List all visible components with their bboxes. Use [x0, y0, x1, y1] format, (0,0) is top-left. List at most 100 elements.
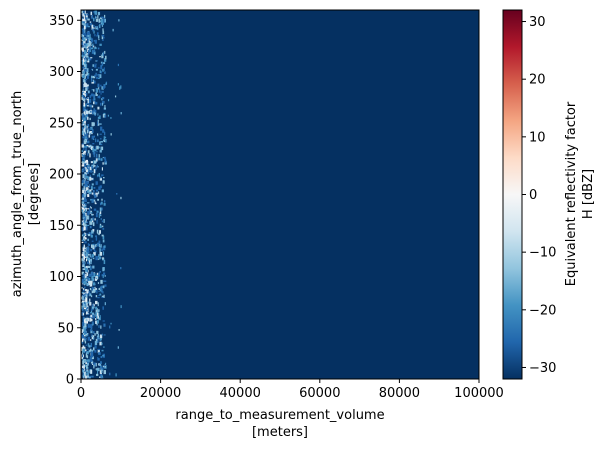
echo-cell [87, 208, 89, 210]
echo-cell [99, 115, 101, 120]
echo-cell [95, 153, 98, 158]
echo-cell [96, 219, 98, 224]
y-tick-label: 100 [49, 270, 74, 285]
echo-cell [97, 116, 101, 119]
echo-cell [84, 165, 87, 169]
echo-cell [82, 199, 85, 202]
echo-cell [83, 27, 85, 32]
echo-cell [84, 266, 87, 269]
echo-cell [86, 137, 89, 140]
echo-cell [96, 210, 99, 213]
echo-cell [82, 330, 84, 332]
echo-cell [90, 131, 93, 134]
echo-cell [83, 337, 86, 339]
echo-cell [82, 374, 85, 376]
echo-cell [81, 301, 84, 304]
echo-cell [85, 88, 88, 92]
echo-cell [95, 318, 97, 320]
echo-cell [84, 212, 87, 216]
echo-cell [96, 76, 98, 79]
echo-cell [92, 148, 95, 153]
echo-cell [95, 244, 97, 247]
echo-cell [97, 336, 99, 341]
echo-cell [94, 349, 97, 353]
echo-cell [97, 333, 100, 337]
echo-cell [90, 207, 92, 209]
echo-cell [101, 23, 104, 27]
echo-cell [117, 83, 119, 86]
echo-cell [104, 18, 106, 23]
echo-cell [100, 365, 103, 369]
echo-cell [84, 203, 87, 206]
echo-cell [91, 68, 93, 71]
echo-cell [101, 189, 104, 193]
echo-cell [86, 364, 88, 369]
echo-cell [90, 161, 93, 164]
echo-cell [81, 234, 84, 237]
echo-cell [90, 178, 94, 180]
echo-cell [85, 351, 88, 353]
plot-area [80, 9, 480, 380]
echo-cell [86, 84, 89, 87]
echo-cell [92, 17, 95, 22]
echo-cell [96, 121, 99, 126]
echo-cell [97, 123, 100, 126]
echo-cell [83, 372, 85, 376]
echo-cell [88, 281, 91, 286]
echo-cell [91, 219, 94, 223]
echo-cell [116, 192, 118, 195]
echo-cell [88, 349, 91, 353]
echo-cell [98, 288, 101, 291]
colorbar-tick-label: 0 [529, 188, 537, 203]
echo-cell [90, 171, 92, 173]
echo-cell [82, 127, 85, 130]
echo-cell [87, 343, 90, 347]
echo-cell [81, 222, 83, 224]
echo-cell [92, 50, 94, 53]
echo-cell [87, 58, 90, 63]
echo-cell [88, 377, 90, 379]
echo-cell [81, 347, 84, 352]
echo-cell [91, 349, 94, 353]
echo-cell [110, 117, 112, 119]
echo-cell [86, 75, 89, 79]
echo-cell [85, 279, 88, 281]
echo-cell [89, 225, 92, 229]
echo-cell [84, 124, 87, 128]
echo-cell [83, 75, 86, 79]
echo-cell [81, 223, 84, 226]
echo-cell [89, 128, 92, 130]
echo-cell [88, 291, 91, 294]
echo-cell [103, 294, 105, 298]
echo-cell [93, 169, 96, 174]
echo-cell [87, 86, 89, 90]
echo-cell [87, 238, 89, 241]
echo-cell [97, 232, 99, 235]
echo-cell [102, 246, 106, 251]
echo-cell [87, 351, 89, 353]
echo-cell [91, 356, 94, 360]
echo-cell [81, 308, 85, 310]
echo-cell [100, 361, 102, 364]
echo-cell [82, 188, 85, 190]
echo-cell [105, 55, 107, 60]
echo-cell [99, 230, 101, 234]
echo-cell [85, 217, 88, 220]
echo-cell [97, 198, 100, 201]
echo-cell [93, 101, 95, 105]
echo-cell [81, 180, 84, 184]
echo-cell [96, 330, 99, 335]
echo-cell [91, 122, 94, 127]
echo-cell [82, 94, 84, 99]
echo-cell [85, 267, 88, 272]
echo-cell [93, 248, 96, 252]
echo-cell [99, 95, 101, 99]
echo-cell [98, 317, 101, 320]
echo-cell [96, 312, 99, 316]
echo-cell [87, 37, 90, 41]
colorbar: −30 −20 −10 0 10 20 30 Equivalent reflectivity… [502, 9, 596, 380]
echo-cell [84, 337, 87, 340]
echo-cell [120, 112, 122, 115]
echo-cell [81, 253, 84, 257]
echo-cell [91, 336, 95, 340]
